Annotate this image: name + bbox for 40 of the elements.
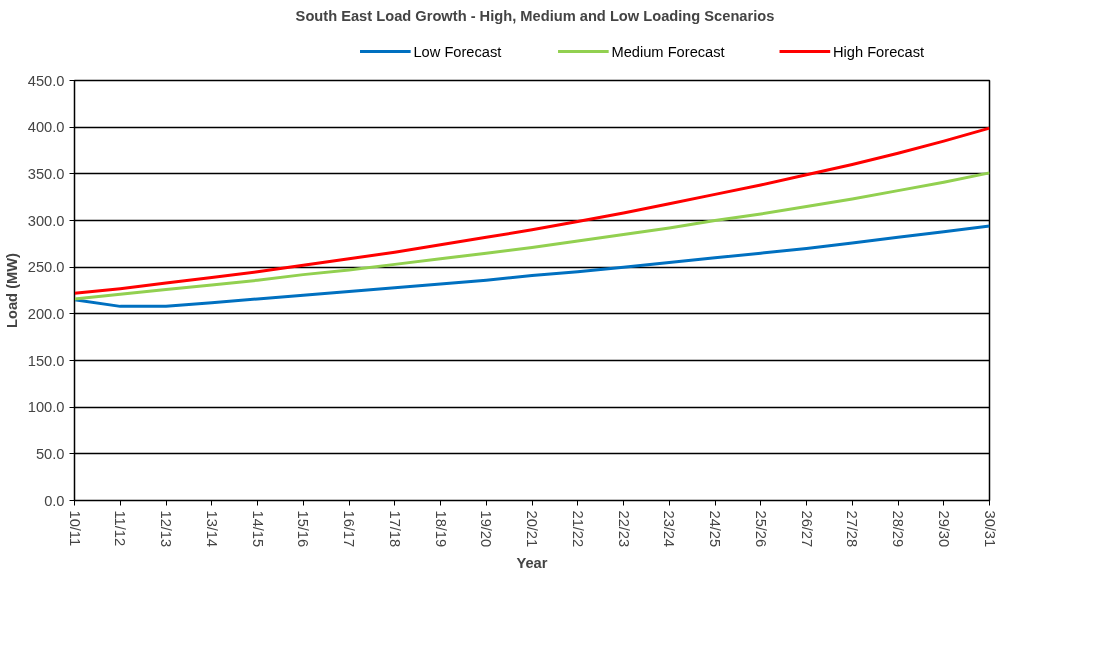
x-tick-label: 22/23: [615, 510, 632, 548]
x-tick-label: 26/27: [798, 510, 815, 548]
x-tick-label: 17/18: [386, 510, 403, 548]
x-tick-label: 27/28: [844, 510, 861, 548]
y-tick-label: 200.0: [27, 305, 65, 322]
x-tick-label: 28/29: [890, 510, 906, 548]
legend-label: Low Forecast: [413, 43, 502, 60]
y-tick-label: 150.0: [27, 352, 65, 369]
x-tick-label: 19/20: [478, 510, 495, 548]
x-tick-label: 18/19: [432, 510, 449, 548]
x-tick-label: 12/13: [158, 510, 174, 548]
x-tick-label: 14/15: [249, 510, 266, 548]
y-tick-label: 300.0: [27, 212, 65, 229]
x-tick-label: 10/11: [66, 510, 83, 547]
x-tick-label: 24/25: [707, 510, 723, 548]
y-tick-label: 400.0: [27, 119, 65, 136]
y-tick-label: 50.0: [35, 445, 65, 462]
y-tick-label: 250.0: [27, 259, 65, 276]
y-tick-label: 0.0: [44, 492, 65, 509]
line-series: [74, 126, 990, 295]
legend-label: Medium Forecast: [611, 43, 725, 60]
y-tick-label: 350.0: [27, 165, 65, 182]
x-tick-label: 23/24: [661, 510, 678, 548]
chart-title: South East Load Growth - High, Medium and Low Loading Scenarios: [295, 7, 775, 24]
line-series: [74, 171, 990, 301]
x-tick-label: 20/21: [524, 510, 540, 548]
x-tick-label: 11/12: [112, 510, 129, 547]
x-tick-label: 13/14: [203, 510, 220, 548]
x-tick-label: 29/30: [935, 510, 952, 548]
x-tick-label: 30/31: [981, 510, 998, 548]
x-axis-title: Year: [516, 555, 548, 572]
legend-label: High Forecast: [832, 43, 925, 60]
x-tick-label: 21/22: [569, 510, 586, 548]
x-tick-label: 15/16: [295, 510, 312, 548]
x-tick-label: 25/26: [752, 510, 769, 548]
line-series: [74, 224, 990, 308]
x-tick-label: 16/17: [341, 510, 357, 548]
y-tick-label: 100.0: [27, 399, 65, 416]
y-tick-label: 450.0: [27, 72, 65, 89]
y-axis-title: Load (MW): [3, 252, 20, 328]
